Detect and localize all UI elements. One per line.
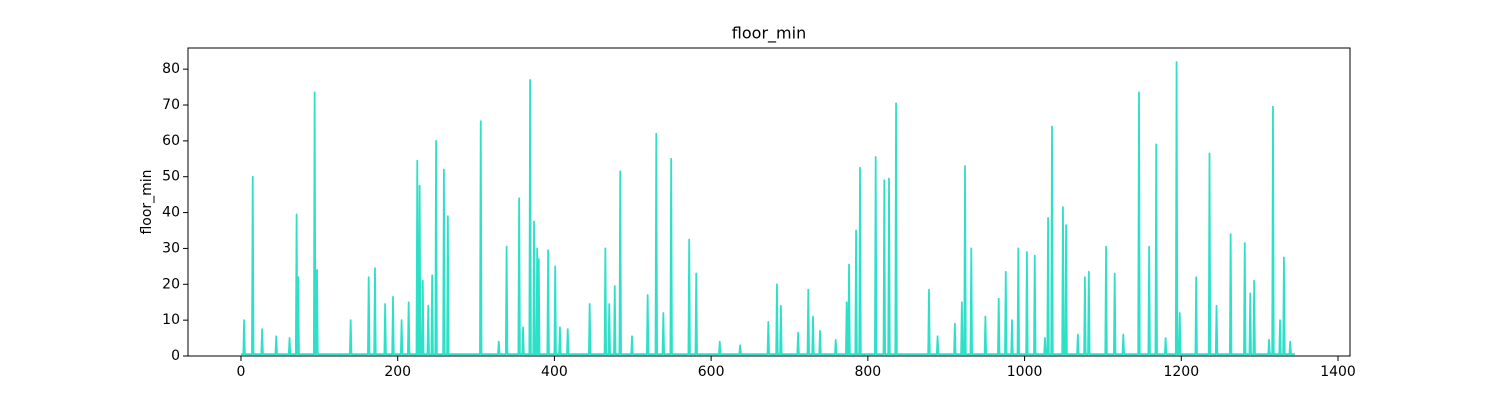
axes-frame: [187, 47, 1351, 357]
y-tick-label: 80: [162, 61, 180, 77]
y-tick-label: 50: [162, 169, 180, 185]
chart-title: floor_min: [732, 24, 806, 44]
x-tick-label: 0: [237, 364, 246, 380]
plot-area: [240, 61, 1295, 356]
x-tick-label: 1400: [1320, 364, 1356, 380]
y-axis-label: floor_min: [139, 169, 155, 234]
y-tick-label: 70: [162, 97, 180, 113]
y-tick-label: 0: [171, 348, 180, 364]
x-tick-label: 1200: [1163, 364, 1199, 380]
x-tick-label: 800: [854, 364, 881, 380]
x-tick-label: 400: [541, 364, 568, 380]
y-tick-label: 40: [162, 205, 180, 221]
x-tick-label: 200: [384, 364, 411, 380]
y-tick-label: 30: [162, 240, 180, 256]
y-tick-label: 60: [162, 133, 180, 149]
x-tick-label: 1000: [1007, 364, 1043, 380]
data-line: [240, 61, 1295, 356]
y-tick-label: 20: [162, 276, 180, 292]
y-tick-label: 10: [162, 312, 180, 328]
x-tick-label: 600: [698, 364, 725, 380]
